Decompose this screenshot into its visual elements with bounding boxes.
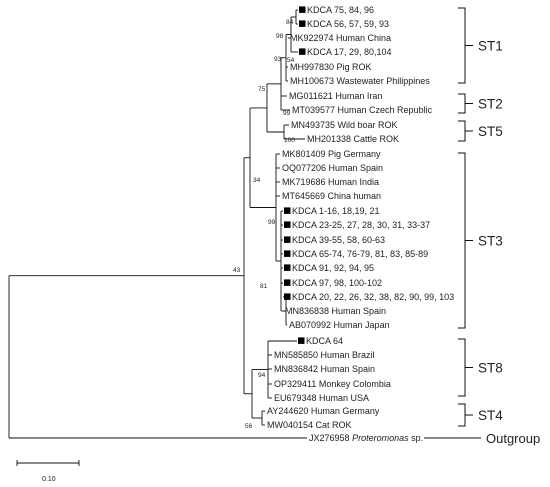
- taxon-label: KDCA 65-74, 76-79, 81, 83, 85-89: [292, 249, 428, 259]
- taxon-label: MH201338 Cattle ROK: [307, 134, 399, 144]
- taxon-label: MK719686 Human India: [282, 177, 379, 187]
- taxon-label: MT039577 Human Czech Republic: [292, 105, 433, 115]
- tree-branches: [8, 9, 307, 439]
- sample-marker: [298, 337, 305, 344]
- outgroup-species: Proteromonas: [352, 433, 409, 443]
- taxon-labels: KDCA 75, 84, 96 KDCA 56, 57, 59, 93 MK9229…: [267, 5, 454, 443]
- subtype-bracket: [458, 403, 473, 427]
- taxon-label: KDCA 91, 92, 94, 95: [292, 263, 374, 273]
- taxon-label: KDCA 1-16, 18,19, 21: [292, 206, 380, 216]
- bootstrap-value: 94: [258, 372, 266, 379]
- bootstrap-value: 54: [287, 57, 295, 64]
- bootstrap-value: 99: [283, 110, 291, 117]
- bootstrap-value: 100: [284, 137, 295, 144]
- taxon-label: MN585850 Human Brazil: [274, 350, 375, 360]
- taxon-label: OQ077206 Human Spain: [282, 163, 383, 173]
- sample-marker: [284, 279, 291, 286]
- taxon-label: MT645669 China human: [282, 191, 381, 201]
- taxon-label: KDCA 23-25, 27, 28, 30, 31, 33-37: [292, 220, 430, 230]
- sample-marker: [299, 20, 306, 27]
- subtype-bracket: [458, 120, 473, 142]
- subtype-bracket: [458, 338, 473, 397]
- taxon-label: AY244620 Human Germany: [267, 406, 380, 416]
- scale-bar-label: 0.10: [42, 476, 56, 483]
- taxon-label: MN836842 Human Spain: [274, 364, 375, 374]
- taxon-label: AB070992 Human Japan: [289, 320, 390, 330]
- scale-bar-line: [16, 460, 80, 466]
- sample-marker: [299, 48, 306, 55]
- taxon-label: MN493735 Wild boar ROK: [291, 120, 398, 130]
- taxon-label: KDCA 75, 84, 96: [307, 5, 374, 15]
- sample-markers: [284, 6, 306, 344]
- bootstrap-value: 43: [233, 267, 241, 274]
- bootstrap-value: 75: [258, 86, 266, 93]
- subtype-bracket: [458, 7, 473, 84]
- taxon-label: KDCA 20, 22, 26, 32, 38, 82, 90, 99, 103: [292, 292, 454, 302]
- taxon-label: MK922974 Human China: [290, 33, 391, 43]
- taxon-label: KDCA 97, 98, 100-102: [292, 278, 382, 288]
- taxon-label: KDCA 39-55, 58, 60-63: [292, 235, 385, 245]
- taxon-label: MH997830 Pig ROK: [290, 62, 372, 72]
- subtype-label-st1: ST1: [478, 39, 503, 54]
- scale-bar: 0.10: [16, 460, 80, 483]
- subtype-bracket: [458, 152, 473, 329]
- outgroup-accession: JX276958: [309, 433, 350, 443]
- sample-marker: [284, 250, 291, 257]
- taxon-label: MG011621 Human Iran: [289, 91, 382, 101]
- subtype-labels: ST1 ST2 ST5 ST3 ST8 ST4 Outgroup: [478, 39, 540, 447]
- taxon-label: MN836838 Human Spain: [285, 306, 386, 316]
- bootstrap-value: 34: [253, 177, 261, 184]
- subtype-label-st3: ST3: [478, 234, 503, 249]
- sample-marker: [284, 207, 291, 214]
- subtype-label-st5: ST5: [478, 124, 503, 139]
- bootstrap-value: 84: [286, 19, 294, 26]
- sample-marker: [284, 264, 291, 271]
- taxon-label: KDCA 64: [306, 336, 343, 346]
- bootstrap-value: 98: [276, 33, 284, 40]
- taxon-label: MH100673 Wastewater Philippines: [290, 76, 430, 86]
- bootstrap-value: 93: [274, 56, 282, 63]
- taxon-label: MW040154 Cat ROK: [267, 420, 352, 430]
- taxon-label: KDCA 17, 29, 80,104: [307, 47, 392, 57]
- subtype-label-outgroup: Outgroup: [486, 431, 540, 446]
- subtype-brackets: [424, 7, 481, 439]
- subtype-label-st2: ST2: [478, 97, 503, 112]
- sample-marker: [284, 236, 291, 243]
- subtype-label-st4: ST4: [478, 408, 503, 423]
- bootstrap-value: 99: [268, 219, 276, 226]
- taxon-label: MK801409 Pig Germany: [282, 149, 381, 159]
- sample-marker: [299, 6, 306, 13]
- subtype-bracket: [458, 93, 473, 114]
- bootstrap-value: 56: [245, 423, 253, 430]
- outgroup-taxon-label: JX276958 Proteromonas sp.: [309, 433, 423, 443]
- taxon-label: OP329411 Monkey Colombia: [274, 379, 391, 389]
- subtype-label-st8: ST8: [478, 361, 503, 376]
- sample-marker: [284, 221, 291, 228]
- taxon-label: EU679348 Human USA: [274, 393, 369, 403]
- outgroup-suffix: sp.: [409, 433, 424, 443]
- sample-marker: [284, 293, 291, 300]
- taxon-label: KDCA 56, 57, 59, 93: [307, 19, 389, 29]
- bootstrap-value: 81: [260, 283, 268, 290]
